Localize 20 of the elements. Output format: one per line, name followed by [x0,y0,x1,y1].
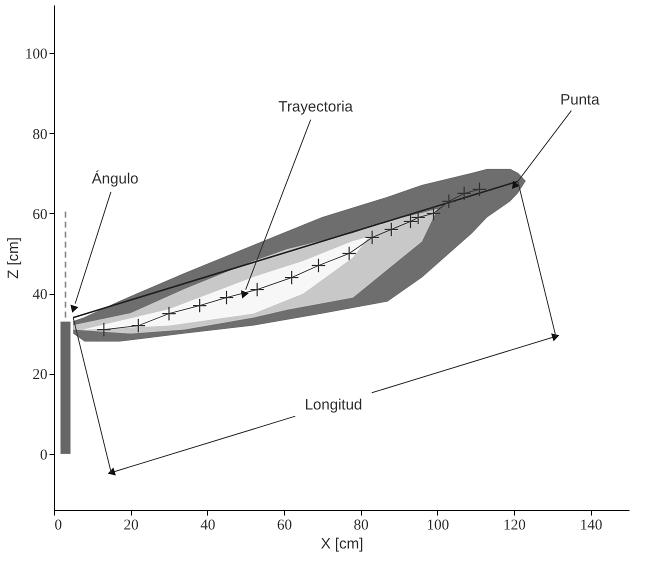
y-tick-label: 60 [32,206,48,223]
x-tick-label: 20 [124,518,139,534]
x-tick-label: 120 [503,518,526,534]
y-tick-label: 0 [40,447,48,464]
y-tick-label: 40 [32,287,48,304]
y-tick-label: 20 [32,367,48,384]
annotation: Longitud [304,396,362,414]
annotation: Ángulo [92,170,139,188]
x-tick-label: 40 [200,518,216,534]
annotation: Trayectoria [278,98,354,116]
x-tick-label: 80 [354,518,369,534]
y-axis-title: Z [cm] [5,237,22,279]
x-tick-label: 140 [580,518,602,534]
x-tick-label: 100 [426,518,450,534]
x-axis-title: X [cm] [320,536,364,552]
annotation: Punta [560,91,600,108]
x-tick-label: 60 [277,518,292,534]
y-tick-label: 100 [25,46,48,63]
y-tick-label: 80 [32,126,48,143]
x-tick-label: 0 [54,518,62,534]
